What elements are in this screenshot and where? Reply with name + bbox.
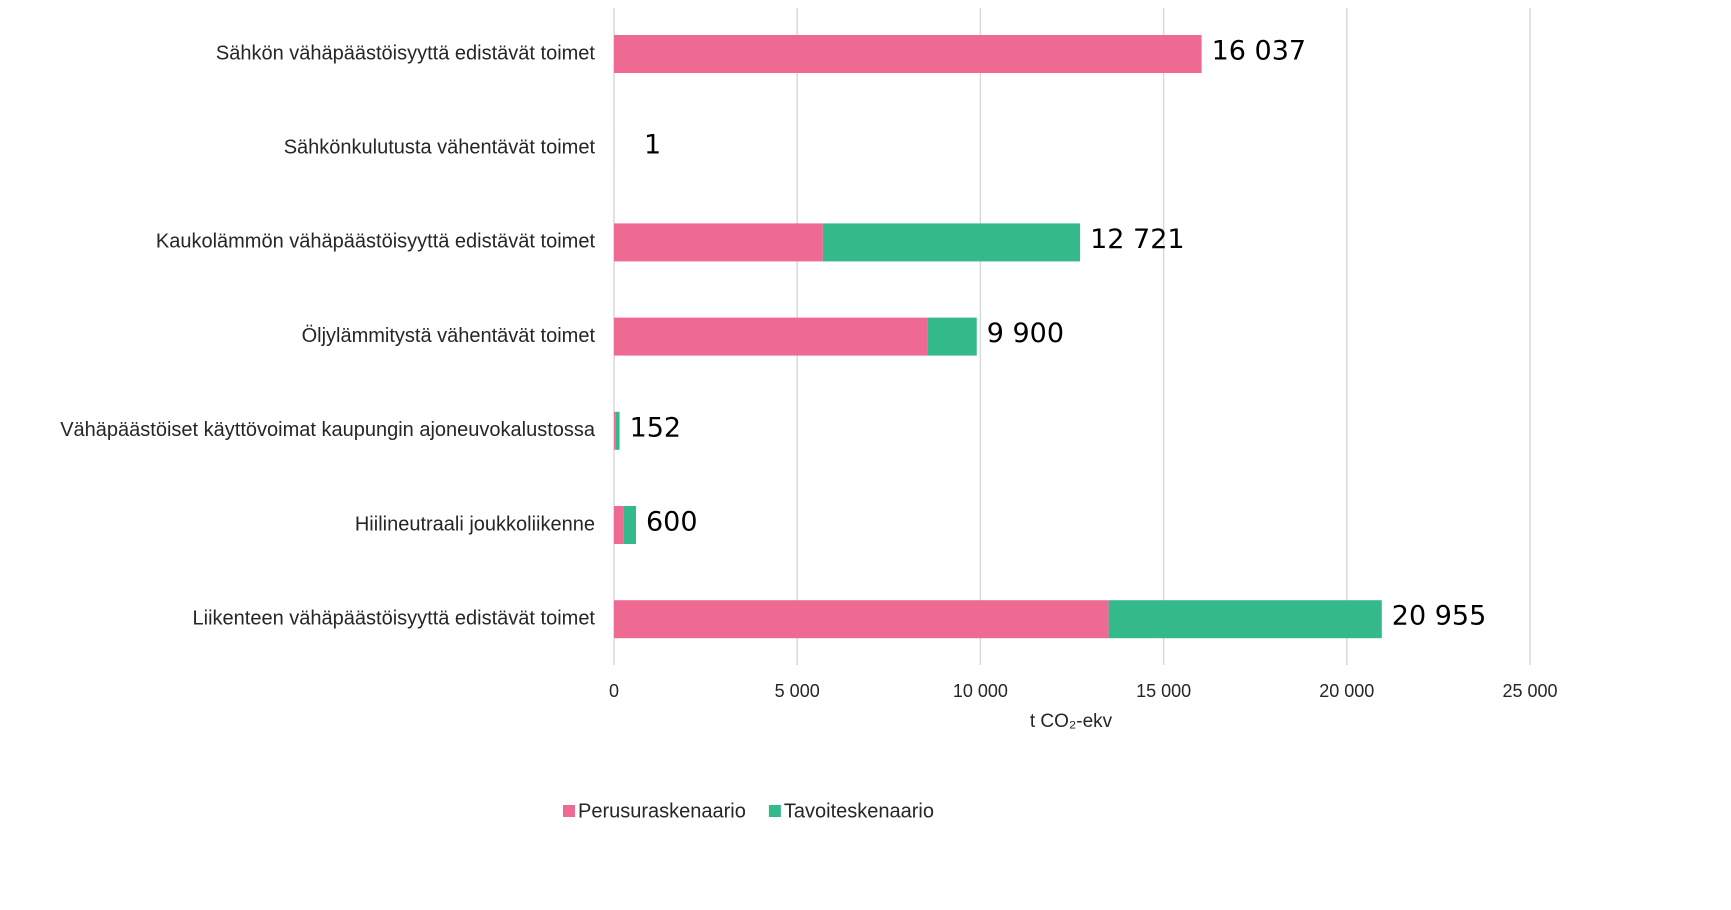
bar-segment [614, 223, 823, 262]
bar-segment [614, 600, 1109, 639]
bar-segment [614, 506, 624, 544]
total-label: 12 721 [1090, 224, 1184, 255]
total-label: 16 037 [1212, 36, 1306, 67]
total-label: 152 [630, 412, 682, 443]
bar-segment [614, 317, 928, 356]
x-tick-label: 5 000 [775, 681, 820, 701]
bar-segment [614, 411, 616, 450]
x-tick-label: 20 000 [1319, 681, 1374, 701]
legend-label: Perusuraskenaario [578, 800, 746, 822]
bar-segment [927, 317, 977, 356]
category-label: Vähäpäästöiset käyttövoimat kaupungin aj… [60, 419, 596, 441]
x-axis-label: t CO₂-ekv [1030, 711, 1113, 732]
category-label: Kaukolämmön vähäpäästöisyyttä edistävät … [156, 231, 596, 253]
category-label: Hiilineutraali joukkoliikenne [355, 513, 595, 535]
total-label: 600 [646, 507, 698, 538]
legend-label: Tavoiteskenaario [784, 800, 934, 822]
category-label: Sähkönkulutusta vähentävät toimet [284, 136, 596, 158]
total-label: 20 955 [1392, 601, 1486, 632]
bar-segment [1108, 600, 1382, 639]
legend-swatch [768, 805, 781, 817]
total-label: 9 900 [987, 318, 1064, 349]
category-label: Öljylämmitystä vähentävät toimet [302, 325, 596, 347]
legend-swatch [563, 805, 575, 817]
bar-segment [614, 35, 1202, 73]
x-tick-label: 25 000 [1502, 681, 1557, 701]
category-label: Liikenteen vähäpäästöisyyttä edistävät t… [193, 607, 596, 629]
x-tick-label: 15 000 [1136, 681, 1191, 701]
category-label: Sähkön vähäpäästöisyyttä edistävät toime… [216, 42, 596, 64]
total-label: 1 [644, 130, 661, 161]
bar-segment [615, 411, 620, 450]
bar-segment [623, 506, 636, 544]
x-tick-label: 0 [609, 681, 619, 701]
bar-segment [822, 223, 1081, 262]
x-tick-label: 10 000 [953, 681, 1008, 701]
